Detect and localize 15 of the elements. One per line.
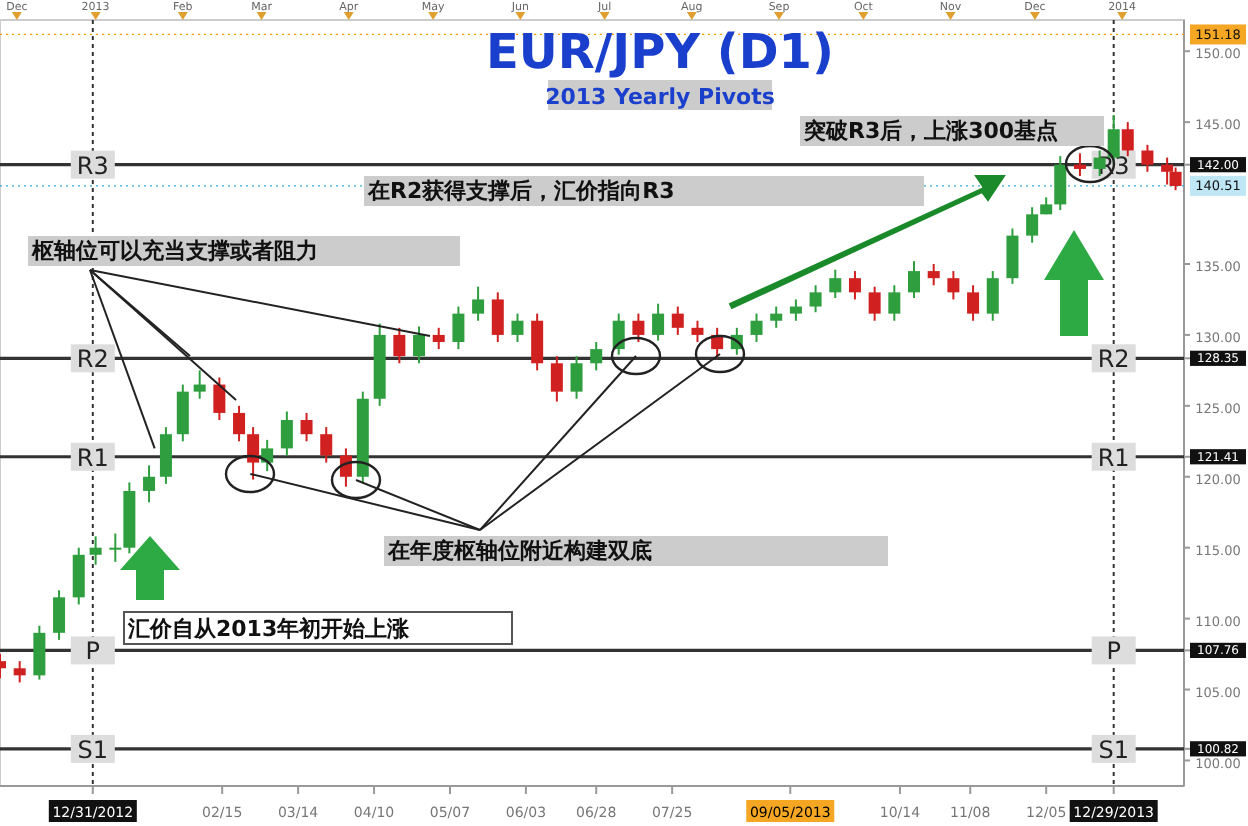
annotation: 在年度枢轴位附近构建双底 [386,538,652,564]
text: S1 [1098,735,1129,764]
annotation: 枢轴位可以充当支撑或者阻力 [30,238,318,264]
ref-line-label: R1 [76,443,109,472]
text: P [1106,637,1121,666]
annotation: 在R2获得支撑后，汇价指向R3 [366,178,675,204]
ref-line-label: R2 [76,345,109,374]
text: R2 [1097,345,1130,374]
ref-line-label: R3 [76,151,109,180]
text: R1 [1097,443,1130,472]
annotation: 汇价自从2013年初开始上涨 [126,616,412,642]
annotation: 突破R3后，上涨300基点 [802,118,1059,144]
ref-line-label: P [85,637,101,666]
ref-line-label: S1 [77,735,109,764]
chart-title: EUR/JPY (D1) [486,24,834,80]
